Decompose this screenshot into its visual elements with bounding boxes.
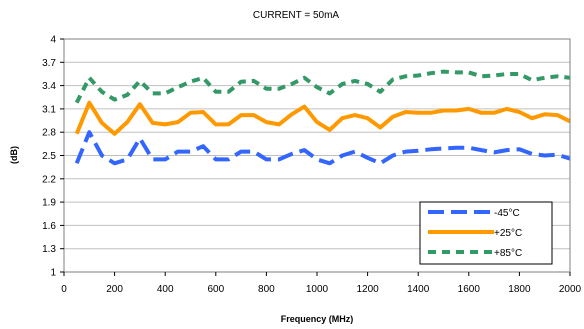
legend-label: +25°C (494, 228, 522, 239)
x-tick-label: 200 (106, 284, 123, 295)
y-tick-label: 4 (50, 35, 56, 46)
x-axis-label: Frequency (MHz) (281, 314, 354, 324)
y-tick-label: 2.2 (42, 174, 56, 185)
x-tick-label: 1600 (458, 284, 481, 295)
legend-label: -45°C (494, 208, 520, 219)
y-tick-label: 2.8 (42, 128, 56, 139)
x-tick-label: 2000 (559, 284, 582, 295)
x-tick-label: 600 (207, 284, 224, 295)
x-tick-label: 1800 (508, 284, 531, 295)
legend-label: +85°C (494, 248, 522, 259)
x-tick-label: 1400 (407, 284, 430, 295)
x-tick-label: 1200 (356, 284, 379, 295)
y-tick-label: 3.7 (42, 58, 56, 69)
series-line-2 (74, 69, 571, 104)
x-tick-label: 1000 (306, 284, 329, 295)
x-axis: 0 200 400 600 800 1000 1200 1400 1600 1800 2000 (61, 272, 582, 295)
series-line-1 (74, 100, 571, 136)
y-axis: 1 1.3 1.6 1.9 2.2 2.5 2.8 3.1 3.4 3.7 4 (42, 35, 64, 279)
y-tick-label: 1 (50, 268, 56, 279)
x-tick-label: 0 (61, 284, 67, 295)
series-line-0 (74, 130, 571, 166)
y-tick-label: 3.4 (42, 81, 56, 92)
chart-title: CURRENT = 50mA (253, 10, 340, 21)
y-tick-label: 2.5 (42, 151, 56, 162)
y-tick-label: 1.6 (42, 221, 56, 232)
y-axis-label: (dB) (9, 146, 19, 164)
y-tick-label: 1.3 (42, 244, 56, 255)
y-tick-label: 3.1 (42, 104, 56, 115)
x-tick-label: 400 (157, 284, 174, 295)
x-tick-label: 800 (258, 284, 275, 295)
series-layer (74, 69, 571, 166)
y-tick-label: 1.9 (42, 198, 56, 209)
grid (64, 61, 570, 250)
legend: -45°C +25°C +85°C (419, 201, 553, 265)
